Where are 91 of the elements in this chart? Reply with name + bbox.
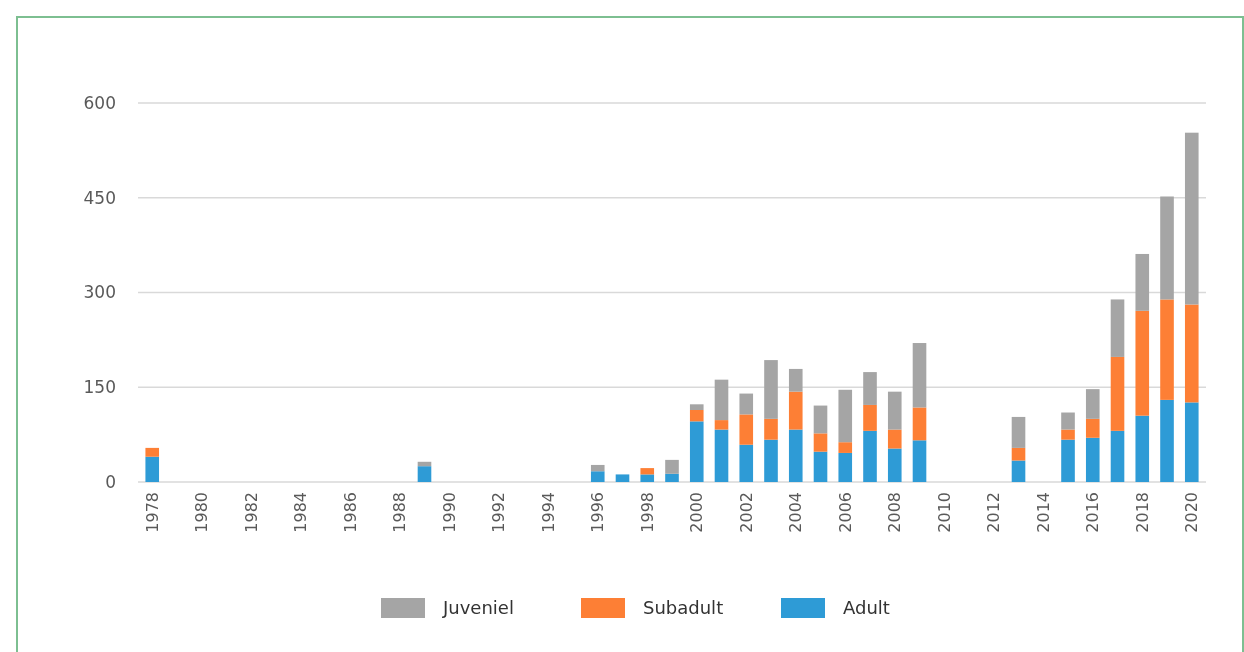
bar	[1011, 416, 1026, 448]
bar	[764, 418, 778, 440]
bar	[665, 473, 679, 482]
x-tick-label: 1978	[142, 492, 162, 533]
legend-label: Subadult	[643, 597, 724, 619]
bar	[1011, 447, 1026, 461]
x-tick-label: 1992	[489, 492, 509, 533]
x-tick-label: 2008	[885, 492, 905, 533]
bar	[813, 405, 828, 434]
x-tick-label: 1994	[538, 492, 558, 533]
bar	[1135, 253, 1150, 311]
bar	[1061, 439, 1075, 482]
bar	[1110, 299, 1125, 357]
bar	[1184, 402, 1199, 482]
x-tick-label: 2014	[1033, 492, 1053, 533]
bar	[887, 391, 902, 430]
bar	[1184, 304, 1199, 403]
bar	[838, 452, 853, 482]
x-tick-label: 1980	[192, 492, 212, 533]
bar	[739, 444, 754, 482]
bar	[689, 404, 704, 410]
bar	[1184, 132, 1199, 305]
bar	[417, 466, 432, 482]
bar	[912, 407, 927, 441]
x-tick-label: 2010	[934, 492, 954, 533]
bar	[615, 474, 630, 482]
bar	[887, 429, 902, 449]
bar	[739, 393, 754, 415]
x-tick-label: 1986	[340, 492, 360, 533]
bar	[640, 474, 655, 482]
bar	[1135, 415, 1150, 482]
bar	[813, 451, 828, 482]
y-tick-label: 150	[83, 377, 116, 398]
bar	[788, 368, 803, 392]
x-tick-label: 2006	[835, 492, 855, 533]
bar	[887, 448, 902, 482]
bar	[714, 429, 729, 482]
bar	[788, 429, 803, 482]
y-tick-label: 450	[83, 187, 116, 208]
bar	[145, 447, 160, 457]
bar	[838, 442, 853, 453]
bar	[764, 360, 778, 419]
bar	[1135, 310, 1150, 416]
bar	[590, 471, 605, 482]
bar	[863, 404, 877, 431]
bar	[838, 389, 853, 443]
bar	[689, 409, 704, 422]
x-tick-label: 1982	[241, 492, 261, 533]
bar	[912, 440, 927, 482]
y-tick-label: 300	[83, 282, 116, 303]
x-tick-label: 2004	[786, 492, 806, 533]
bar	[813, 433, 828, 452]
bar	[912, 343, 927, 408]
bar	[1085, 389, 1100, 419]
bar	[1011, 460, 1026, 482]
legend-label: Adult	[843, 597, 890, 619]
bar	[1110, 356, 1125, 431]
x-tick-label: 2012	[984, 492, 1004, 533]
bar	[788, 391, 803, 430]
x-tick-label: 2002	[736, 492, 756, 533]
bar	[145, 456, 160, 482]
bar	[714, 379, 729, 421]
bar	[1160, 196, 1174, 300]
bar	[1160, 399, 1174, 482]
bar	[1085, 418, 1100, 438]
x-tick-label: 1998	[637, 492, 657, 533]
y-tick-label: 0	[105, 471, 116, 492]
x-tick-label: 1988	[390, 492, 410, 533]
bar	[640, 468, 655, 475]
bar	[1160, 299, 1174, 400]
bar	[1110, 430, 1125, 482]
legend-label: Juveniel	[442, 597, 514, 619]
x-tick-label: 1984	[291, 492, 311, 533]
x-tick-label: 2000	[687, 492, 707, 533]
y-tick-label: 600	[83, 92, 116, 113]
bar	[1061, 412, 1075, 430]
x-tick-label: 2018	[1132, 492, 1152, 533]
bar	[590, 464, 605, 472]
bar	[714, 420, 729, 430]
bar	[1061, 429, 1075, 440]
x-tick-label: 2016	[1083, 492, 1103, 533]
x-tick-label: 1996	[588, 492, 608, 533]
bar	[665, 459, 679, 474]
x-tick-label: 1990	[439, 492, 459, 533]
bar	[1085, 437, 1100, 482]
bar	[863, 372, 877, 405]
bar	[863, 430, 877, 482]
x-tick-label: 2020	[1182, 492, 1202, 533]
bar	[764, 439, 778, 482]
bar	[739, 414, 754, 445]
bar	[689, 421, 704, 482]
